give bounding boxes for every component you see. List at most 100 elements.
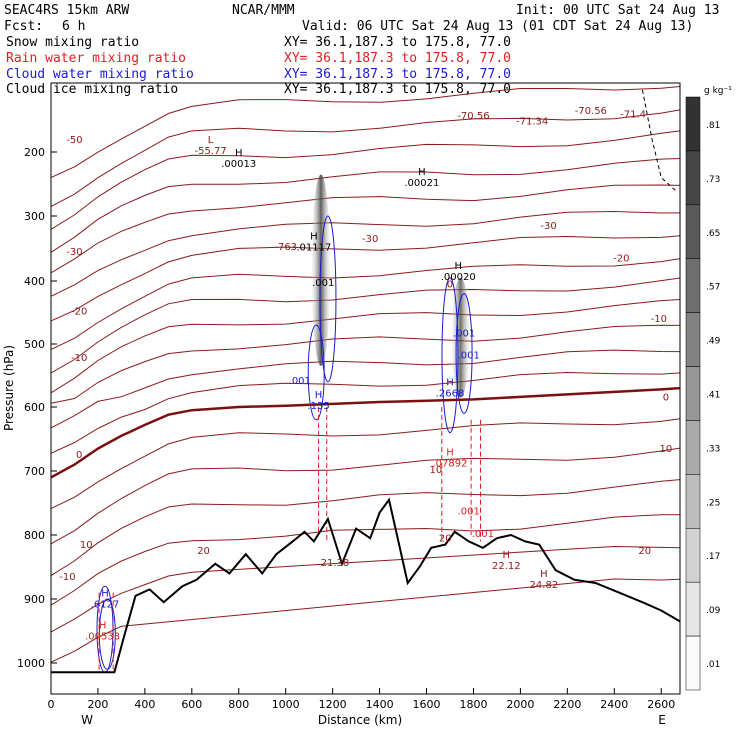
colorbar-segment [685, 474, 701, 529]
x-tick-label: 1800 [459, 698, 487, 711]
extremum-label: H.2668 [436, 377, 465, 399]
cloud-ice-contours [641, 89, 676, 191]
colorbar-segment [685, 96, 701, 152]
temperature-contour-label: -70.56 [575, 106, 607, 117]
extremum-value: .2668 [436, 388, 465, 399]
field-xy-rain: XY= 36.1,187.3 to 175.8, 77.0 [284, 51, 511, 66]
x-tick-label: 1200 [319, 698, 347, 711]
extremum-value: .6127 [91, 599, 120, 610]
extremum-value: .07892 [432, 459, 467, 470]
extremum-label: H.6127 [91, 588, 120, 610]
colorbar-segment [685, 581, 701, 637]
colorbar-segment [685, 420, 701, 475]
colorbar-unit: g kg⁻¹ [704, 86, 732, 96]
x-axis-title: Distance (km) [318, 713, 402, 727]
temperature-contour-line [51, 545, 680, 633]
valid-time: Valid: 06 UTC Sat 24 Aug 13 (01 CDT Sat … [302, 19, 693, 34]
colorbar-label: .81 [706, 121, 720, 131]
field-xy-snow: XY= 36.1,187.3 to 175.8, 77.0 [284, 35, 511, 50]
x-tick-label: 1600 [413, 698, 441, 711]
extremum-mark: H [540, 569, 548, 580]
extremum-label: H24.82 [530, 569, 559, 591]
extremum-label: H.00013 [221, 148, 256, 170]
field-label-rain: Rain water mixing ratio [6, 51, 186, 66]
model-name: SEAC4RS 15km ARW [4, 3, 129, 18]
extremum-label: 10 [430, 465, 443, 476]
extremum-label: H.00021 [404, 167, 439, 189]
west-end-label: W [81, 713, 93, 727]
temperature-contour-line [51, 258, 680, 351]
field-xy-ice: XY= 36.1,187.3 to 175.8, 77.0 [284, 82, 511, 97]
extremum-label: .001 [312, 278, 334, 289]
extremum-label: .001 [472, 529, 494, 540]
extremum-value: .01117 [296, 243, 331, 254]
colorbar-segment [685, 528, 701, 583]
colorbar-label: .01 [706, 660, 720, 670]
colorbar-label: .09 [706, 606, 721, 616]
plot-frame [50, 82, 681, 695]
temperature-contour-line [51, 86, 680, 179]
extremum-label: H22.12 [492, 550, 521, 572]
y-tick-label: 700 [24, 465, 45, 478]
temperature-contour-label: -50 [66, 135, 82, 146]
temperature-contour-line [51, 277, 680, 374]
terrain-line [51, 497, 680, 674]
y-tick-label: 800 [24, 529, 45, 542]
temperature-contour-line [51, 349, 680, 429]
temperature-contour-label: -30 [540, 221, 556, 232]
temperature-contour-line [51, 578, 680, 663]
temperature-contour-label: 10 [660, 444, 673, 455]
extremum-value: .001 [312, 278, 334, 289]
field-label-cloud: Cloud water mixing ratio [6, 67, 194, 82]
y-tick-label: 500 [24, 338, 45, 351]
init-time: Init: 00 UTC Sat 24 Aug 13 [516, 3, 720, 18]
field-legend: Snow mixing ratio XY= 36.1,187.3 to 175.… [6, 35, 511, 97]
x-tick-label: 1400 [366, 698, 394, 711]
east-end-label: E [658, 713, 666, 727]
extremum-mark: H [503, 550, 511, 561]
temperature-contour-label: -10 [71, 353, 87, 364]
colorbar-segment [685, 258, 701, 313]
extremum-value: .00013 [221, 159, 256, 170]
temperature-contour-label: 20 [439, 533, 452, 544]
extremum-label: L-55.77 [194, 135, 226, 157]
colorbar-label: .33 [706, 444, 720, 454]
temperature-contour-line [51, 371, 680, 454]
temperature-contour-line [51, 479, 680, 577]
temperature-contour-label: -10 [59, 572, 75, 583]
y-axis-title: Pressure (hPa) [2, 345, 16, 431]
x-tick-label: 400 [134, 698, 155, 711]
temperature-contour-label: -20 [71, 306, 87, 317]
extremum-label: .001 [453, 329, 475, 340]
field-label-ice: Cloud ice mixing ratio [6, 82, 178, 97]
field-label-snow: Snow mixing ratio [6, 35, 139, 50]
temperature-contour-line [51, 109, 680, 207]
extremum-value: .00021 [404, 178, 439, 189]
institution-name: NCAR/MMM [232, 3, 295, 18]
cloud-water-contour [319, 215, 337, 383]
temperature-contour-line [51, 299, 680, 394]
temperature-contour-label: -10 [651, 314, 667, 325]
extremum-value: .001 [458, 507, 480, 518]
x-tick-label: 600 [181, 698, 202, 711]
x-tick-label: 1000 [272, 698, 300, 711]
colorbar-label: .49 [706, 337, 721, 347]
colorbar-label: .25 [706, 498, 720, 508]
extremum-label: .001 [458, 351, 480, 362]
colorbar-label: .17 [706, 552, 720, 562]
temperature-contour-line [51, 210, 680, 297]
colorbar-label: .73 [706, 175, 720, 185]
extremum-label: 21.38 [321, 558, 350, 569]
cloud-water-contour [455, 293, 473, 414]
extrema-labels: L-55.77 H.00013H.00021H.01117.001H.00020.… [85, 135, 558, 642]
cloud-ice-contour [641, 89, 676, 191]
colorbar: .81 .73 .65 .57 .49 .41 .33 .25 .17 .09 .01 [685, 96, 721, 691]
extremum-value: 22.12 [492, 561, 521, 572]
extremum-value: 10 [430, 465, 443, 476]
temperature-contour-line [51, 158, 680, 253]
temperature-contour-label: -30 [362, 234, 378, 245]
rain-water-contours [98, 407, 482, 673]
plot-area: -50 -30 -20 -10 0 10 20 -30 -20 -10 0 10 -10 20 20 -30 0… [51, 86, 680, 674]
extremum-label: H.00020 [441, 261, 476, 283]
